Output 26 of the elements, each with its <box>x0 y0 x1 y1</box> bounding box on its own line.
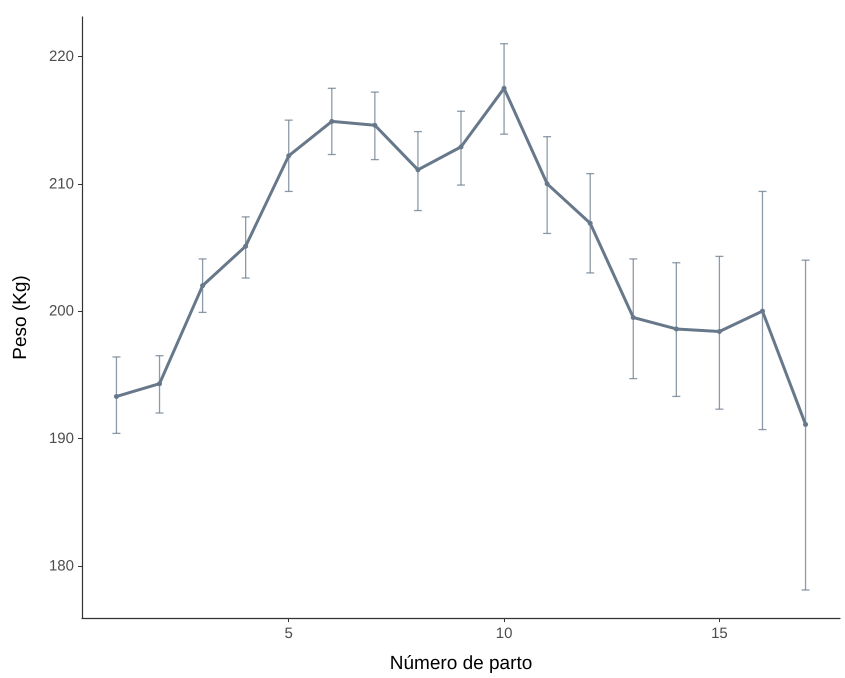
x-tick-label: 15 <box>711 625 728 642</box>
point <box>716 329 722 334</box>
point <box>286 153 292 158</box>
point <box>329 118 334 124</box>
point <box>760 308 765 314</box>
y-tick-label: 180 <box>48 557 74 574</box>
point <box>114 394 119 399</box>
point <box>458 144 464 150</box>
x-tick-label: 10 <box>496 625 512 642</box>
point <box>803 422 808 427</box>
y-tick-label: 190 <box>48 430 74 447</box>
point <box>630 315 636 320</box>
point <box>372 122 378 128</box>
y-tick-label: 210 <box>48 175 74 192</box>
x-axis-title: Número de parto <box>390 653 532 674</box>
x-tick-label: 5 <box>284 625 293 642</box>
y-tick-label: 220 <box>48 48 74 65</box>
point <box>588 220 593 226</box>
y-axis-title: Peso (Kg) <box>10 275 31 360</box>
point <box>674 326 679 332</box>
point <box>544 181 550 186</box>
point <box>200 283 206 288</box>
point <box>243 244 248 249</box>
point <box>157 381 162 386</box>
point <box>415 167 420 172</box>
y-tick-label: 200 <box>48 302 74 320</box>
